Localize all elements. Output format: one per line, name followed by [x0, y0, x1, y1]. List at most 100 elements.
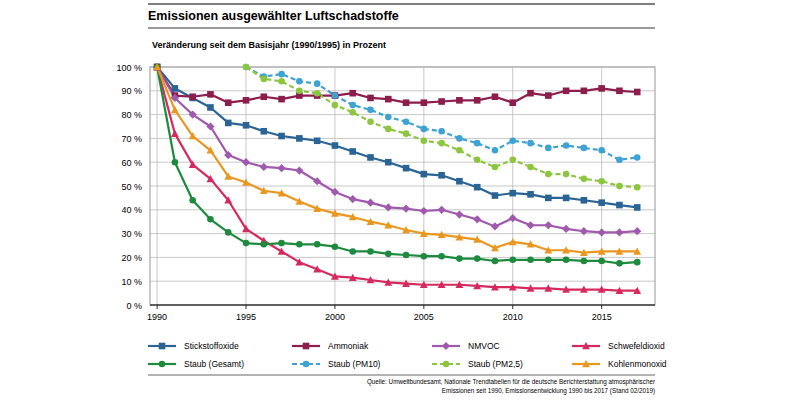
- data-point: [296, 241, 303, 248]
- data-point: [581, 88, 588, 95]
- data-point: [207, 216, 214, 223]
- legend-marker: [303, 361, 310, 368]
- data-point: [296, 88, 303, 95]
- x-tick-label: 1990: [147, 312, 167, 322]
- data-point: [385, 114, 392, 121]
- legend-marker: [442, 342, 450, 350]
- data-point: [633, 287, 641, 294]
- data-point: [402, 226, 410, 233]
- data-point: [456, 147, 463, 154]
- data-point: [420, 207, 428, 215]
- data-point: [403, 130, 410, 137]
- data-point: [154, 64, 161, 71]
- data-point: [598, 85, 605, 92]
- data-point: [243, 64, 250, 71]
- data-point: [456, 233, 464, 240]
- data-point: [332, 92, 339, 99]
- series-line: [157, 67, 637, 207]
- data-point: [402, 280, 410, 287]
- data-point: [527, 284, 535, 291]
- data-point: [492, 192, 499, 199]
- data-point: [261, 93, 268, 100]
- data-point: [171, 130, 179, 137]
- data-point: [473, 215, 481, 223]
- legend-label: Staub (Gesamt): [184, 359, 244, 369]
- title: Emissionen ausgewählter Luftschadstoffe: [148, 9, 399, 23]
- data-point: [563, 88, 570, 95]
- legend-marker: [159, 361, 166, 368]
- data-point: [403, 165, 410, 172]
- data-point: [206, 122, 214, 130]
- data-point: [331, 188, 339, 196]
- data-point: [509, 214, 517, 222]
- data-point: [545, 145, 552, 152]
- data-point: [562, 225, 570, 233]
- data-point: [207, 91, 214, 98]
- data-point: [545, 195, 552, 202]
- data-point: [260, 187, 268, 194]
- data-point: [563, 256, 570, 263]
- data-point: [367, 118, 374, 125]
- data-point: [527, 191, 534, 198]
- x-grid-line: [601, 67, 602, 305]
- x-tick-label: 2000: [325, 312, 345, 322]
- data-point: [225, 99, 232, 106]
- data-point: [225, 120, 232, 127]
- data-point: [598, 286, 606, 293]
- data-point: [384, 278, 392, 285]
- data-point: [207, 175, 215, 182]
- data-point: [331, 209, 339, 216]
- data-point: [278, 189, 286, 196]
- data-point: [242, 178, 250, 185]
- data-point: [438, 231, 446, 238]
- data-point: [154, 64, 161, 71]
- data-point: [456, 255, 463, 262]
- data-point: [633, 227, 641, 235]
- data-point: [581, 145, 588, 152]
- data-point: [616, 202, 623, 209]
- data-point: [615, 228, 623, 236]
- data-point: [331, 272, 339, 279]
- data-point: [563, 142, 570, 149]
- data-point: [509, 190, 516, 197]
- data-point: [421, 137, 428, 144]
- data-point: [421, 171, 428, 178]
- y-grid-line: [150, 186, 655, 187]
- data-point: [598, 199, 605, 206]
- legend-label: Ammoniak: [328, 341, 369, 351]
- data-point: [598, 247, 606, 254]
- data-point: [492, 147, 499, 154]
- data-point: [314, 241, 321, 248]
- data-point: [207, 146, 215, 153]
- subtitle: Veränderung seit dem Basisjahr (1990/199…: [152, 40, 386, 50]
- header-rule: [148, 28, 655, 29]
- legend-marker: [582, 342, 590, 349]
- data-point: [474, 157, 481, 164]
- data-point: [295, 166, 303, 174]
- data-point: [527, 240, 535, 247]
- data-point: [544, 284, 552, 291]
- legend-marker: [582, 360, 590, 367]
- x-tick: [246, 305, 247, 309]
- data-point: [277, 164, 285, 172]
- data-point: [616, 260, 623, 267]
- data-point: [403, 252, 410, 259]
- data-point: [243, 122, 250, 129]
- data-point: [261, 128, 268, 135]
- data-point: [295, 197, 303, 204]
- data-point: [491, 222, 499, 230]
- y-grid-line: [150, 257, 655, 258]
- data-point: [509, 157, 516, 164]
- series-line: [157, 67, 637, 253]
- data-point: [580, 227, 588, 235]
- data-point: [634, 259, 641, 266]
- data-point: [189, 197, 196, 204]
- data-point: [634, 204, 641, 211]
- data-point: [474, 140, 481, 147]
- data-point: [261, 76, 268, 83]
- data-point: [438, 140, 445, 147]
- data-point: [403, 118, 410, 125]
- data-point: [313, 205, 321, 212]
- y-tick-label: 20 %: [121, 253, 142, 263]
- data-point: [349, 90, 356, 97]
